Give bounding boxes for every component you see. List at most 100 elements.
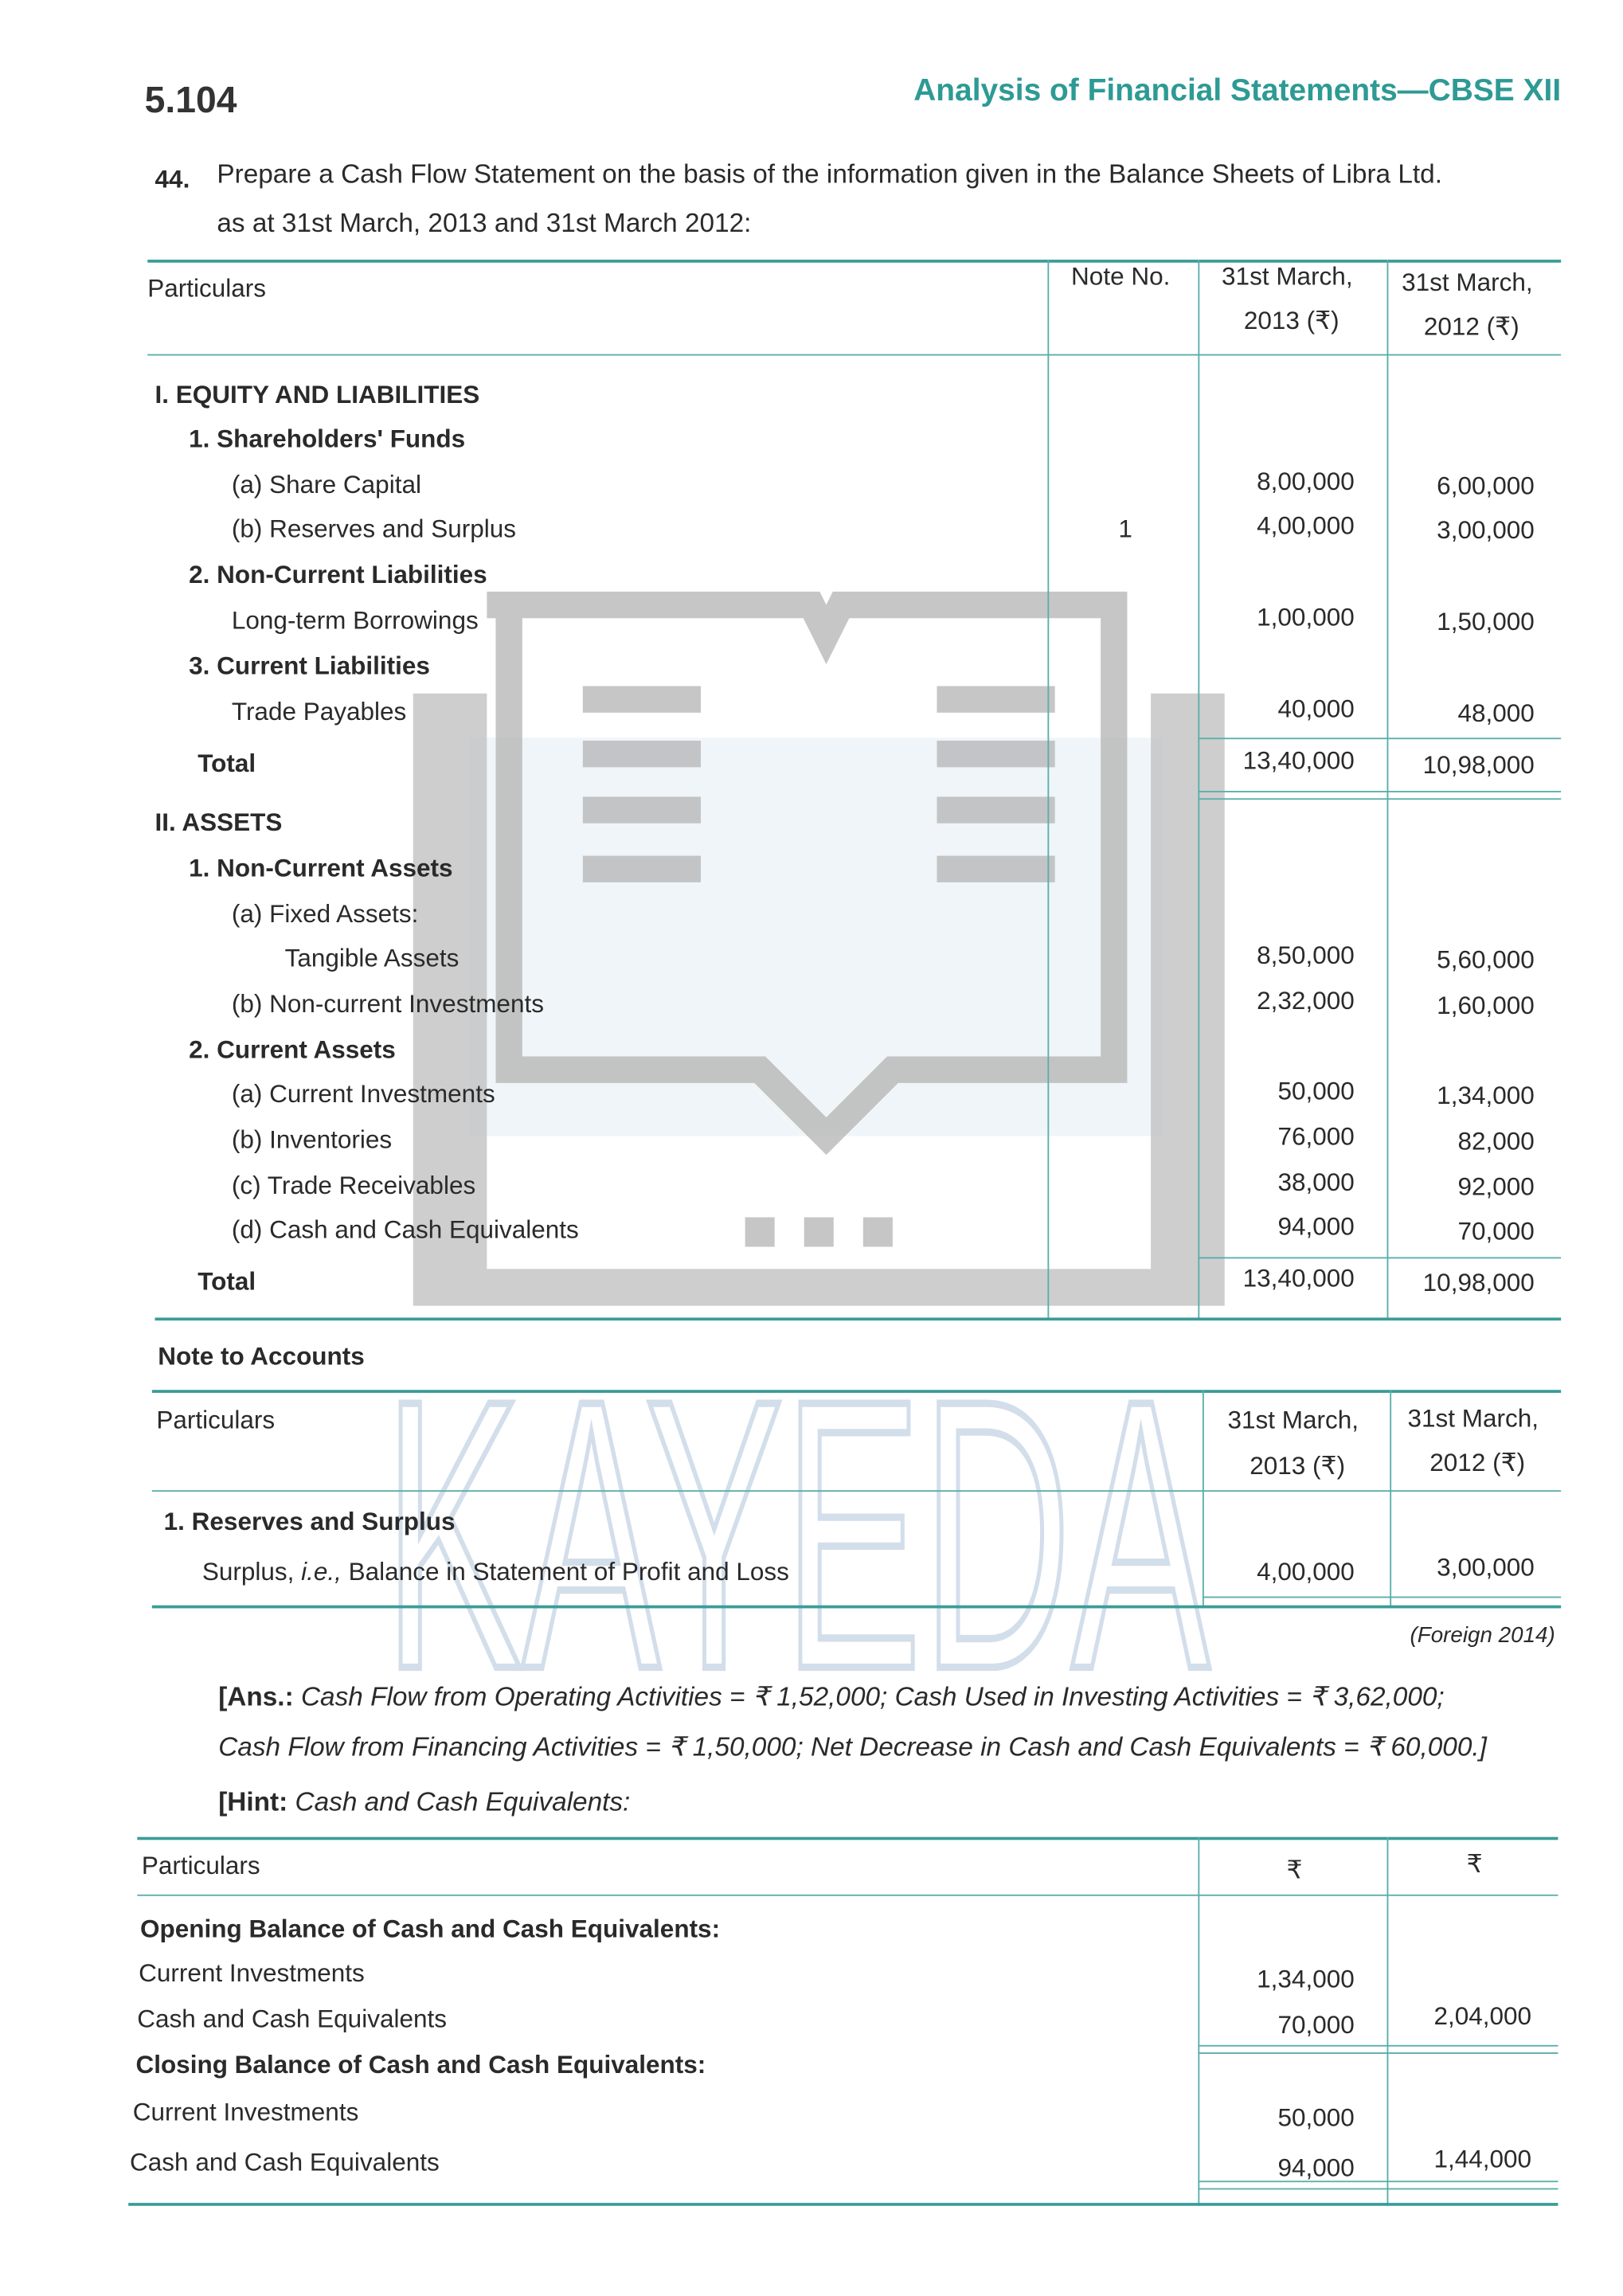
row-value-2013: 8,50,000 — [1257, 941, 1355, 970]
row-value-2013: 4,00,000 — [1257, 511, 1355, 541]
row-note-no: 1 — [1118, 514, 1132, 543]
hint-row-value: 50,000 — [1277, 2103, 1355, 2133]
hint-subtotal-rule — [1198, 2052, 1558, 2054]
row-label: (a) Current Investments — [231, 1080, 495, 1109]
row-value-2012: 10,98,000 — [1422, 1269, 1535, 1297]
column-divider — [1386, 260, 1389, 1320]
hint-row-label: Opening Balance of Cash and Cash Equival… — [140, 1915, 721, 1944]
hint-row-total: 1,44,000 — [1433, 2145, 1532, 2174]
row-label: (c) Trade Receivables — [231, 1171, 476, 1200]
notes-value-2013: 4,00,000 — [1257, 1558, 1355, 1586]
column-divider — [1198, 260, 1200, 1320]
row-value-2013: 76,000 — [1277, 1122, 1355, 1152]
column-divider — [1390, 1390, 1392, 1609]
notes-header-2012: 2012 (₹) — [1429, 1449, 1526, 1477]
row-label: (a) Fixed Assets: — [231, 900, 419, 929]
row-value-2012: 92,000 — [1457, 1172, 1535, 1202]
total-double-rule — [1198, 791, 1562, 792]
hint-row-label: Current Investments — [139, 1959, 365, 1988]
row-value-2012: 1,60,000 — [1437, 992, 1535, 1020]
hint-row-value: 94,000 — [1277, 2153, 1355, 2183]
row-label: 3. Current Liabilities — [189, 651, 430, 681]
notes-title: Note to Accounts — [158, 1342, 365, 1371]
label-part: Balance in Statement of Profit and Loss — [341, 1558, 789, 1586]
row-label: (b) Reserves and Surplus — [231, 514, 517, 543]
row-value-2013: 8,00,000 — [1257, 467, 1355, 496]
header-2013: 2013 (₹) — [1243, 307, 1339, 335]
notes-row-label: Surplus, i.e., Balance in Statement of P… — [202, 1558, 789, 1587]
row-value-2013: 38,000 — [1277, 1168, 1355, 1197]
hint-subtotal-rule — [1198, 2188, 1558, 2190]
hint-subtotal-rule — [1198, 2044, 1558, 2047]
row-value-2012: 5,60,000 — [1437, 945, 1535, 974]
row-label: Long-term Borrowings — [231, 606, 479, 635]
hint-subtotal-rule — [1198, 2181, 1558, 2183]
row-label: 1. Shareholders' Funds — [189, 424, 466, 453]
header-2013: 31st March, — [1222, 262, 1353, 291]
row-label: 2. Non-Current Liabilities — [189, 561, 487, 589]
row-value-2012: 10,98,000 — [1422, 751, 1535, 780]
row-label: 1. Non-Current Assets — [189, 854, 453, 882]
row-value-2012: 48,000 — [1457, 699, 1535, 728]
row-value-2013: 2,32,000 — [1257, 987, 1355, 1015]
hint-bottom-rule — [128, 2203, 1558, 2206]
hint-line: [Hint: Cash and Cash Equivalents: — [218, 1786, 631, 1817]
header-particulars: Particulars — [147, 274, 267, 303]
row-label: (b) Non-current Investments — [231, 990, 544, 1019]
row-value-2012: 1,50,000 — [1437, 608, 1535, 636]
hint-top-rule — [137, 1836, 1558, 1840]
hint-row-total: 2,04,000 — [1433, 2002, 1532, 2031]
notes-header-rule — [151, 1490, 1562, 1492]
row-value-2013: 13,40,000 — [1242, 746, 1355, 775]
row-value-2013: 50,000 — [1277, 1077, 1355, 1105]
hint-row-label: Cash and Cash Equivalents — [130, 2148, 440, 2177]
row-label: 2. Current Assets — [189, 1035, 396, 1064]
row-label: (a) Share Capital — [231, 471, 421, 499]
hint-row-label: Cash and Cash Equivalents — [137, 2005, 447, 2034]
question-text-line1: Prepare a Cash Flow Statement on the bas… — [217, 159, 1443, 190]
total-double-rule — [1198, 798, 1562, 800]
table-top-rule — [147, 260, 1562, 263]
hint-row-label: Current Investments — [132, 2098, 359, 2126]
page-number: 5.104 — [144, 80, 237, 121]
row-value-2012: 1,34,000 — [1437, 1082, 1535, 1110]
question-number: 44. — [154, 165, 190, 194]
table-bottom-rule — [154, 1317, 1562, 1321]
row-label: I. EQUITY AND LIABILITIES — [154, 380, 480, 409]
column-divider — [1386, 1836, 1389, 2206]
row-value-2012: 6,00,000 — [1437, 471, 1535, 501]
row-value-2012: 82,000 — [1457, 1127, 1535, 1156]
row-label: Total — [197, 749, 256, 778]
row-value-2013: 40,000 — [1277, 694, 1355, 723]
notes-header-2013: 31st March, — [1227, 1406, 1359, 1434]
row-value-2012: 70,000 — [1457, 1217, 1535, 1246]
row-label: (d) Cash and Cash Equivalents — [231, 1215, 579, 1244]
notes-header-2012: 31st March, — [1407, 1404, 1539, 1433]
notes-header-2013: 2013 (₹) — [1250, 1452, 1346, 1480]
header-bottom-rule — [147, 354, 1562, 356]
notes-value-2012: 3,00,000 — [1437, 1553, 1535, 1582]
row-value-2013: 1,00,000 — [1257, 603, 1355, 632]
source-label: (Foreign 2014) — [1410, 1622, 1555, 1649]
header-note-no: Note No. — [1071, 262, 1171, 291]
notes-header-particulars: Particulars — [156, 1406, 276, 1434]
book-title: Analysis of Financial Statements—CBSE XI… — [913, 73, 1562, 108]
hint-row-value: 1,34,000 — [1257, 1965, 1355, 1993]
total-top-rule — [1198, 737, 1562, 740]
header-2012: 31st March, — [1402, 268, 1533, 297]
header-2012: 2012 (₹) — [1423, 312, 1519, 341]
row-label: (b) Inventories — [231, 1125, 393, 1154]
row-label: Tangible Assets — [284, 944, 460, 972]
column-divider — [1198, 1836, 1200, 2206]
row-label: Total — [197, 1267, 256, 1296]
column-divider — [1202, 1390, 1204, 1609]
hint-row-label: Closing Balance of Cash and Cash Equival… — [135, 2051, 706, 2079]
label-part: i.e., — [301, 1558, 342, 1586]
answer-line1: [Ans.: Cash Flow from Operating Activiti… — [218, 1682, 1445, 1712]
column-divider — [1047, 260, 1050, 1320]
answer-line2: Cash Flow from Financing Activities = ₹ … — [218, 1732, 1487, 1762]
total-top-rule — [1198, 1257, 1562, 1259]
row-value-2012: 3,00,000 — [1437, 516, 1535, 545]
notes-bottom-rule — [151, 1605, 1562, 1609]
